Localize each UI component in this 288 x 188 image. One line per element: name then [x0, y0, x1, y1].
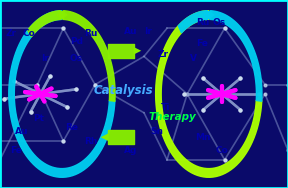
Text: Sn: Sn — [150, 127, 164, 136]
Polygon shape — [204, 11, 211, 19]
Polygon shape — [178, 11, 207, 33]
Text: Co: Co — [215, 146, 228, 155]
Text: Fe: Fe — [10, 146, 22, 155]
Text: Ir: Ir — [144, 27, 152, 36]
Polygon shape — [64, 11, 115, 101]
Polygon shape — [109, 96, 115, 101]
Text: Therapy: Therapy — [149, 111, 197, 122]
Polygon shape — [28, 11, 60, 37]
Text: Mn: Mn — [195, 133, 211, 142]
Text: Ti: Ti — [161, 103, 170, 112]
Text: Pt: Pt — [183, 114, 194, 123]
Text: Pd: Pd — [70, 37, 83, 46]
Text: Os: Os — [212, 18, 226, 27]
Text: Catalysis: Catalysis — [94, 84, 154, 97]
Text: Pt: Pt — [33, 114, 44, 123]
Polygon shape — [207, 11, 214, 19]
Text: Ru: Ru — [84, 29, 97, 38]
Text: Zr: Zr — [6, 29, 17, 38]
Polygon shape — [156, 11, 262, 177]
Text: Co: Co — [22, 29, 35, 38]
Text: Zr: Zr — [157, 50, 168, 59]
Polygon shape — [256, 96, 262, 101]
Text: Rh: Rh — [84, 136, 97, 146]
Text: Ru: Ru — [196, 18, 210, 27]
Text: Re: Re — [65, 123, 79, 132]
Text: Au: Au — [124, 27, 138, 36]
Text: Fe: Fe — [196, 39, 208, 48]
Text: Au: Au — [15, 127, 28, 136]
Polygon shape — [60, 11, 67, 19]
Polygon shape — [9, 11, 115, 177]
Text: V: V — [190, 54, 196, 63]
Polygon shape — [57, 11, 64, 19]
Text: Ag: Ag — [124, 146, 138, 155]
Polygon shape — [211, 11, 262, 101]
Text: Os: Os — [70, 54, 83, 63]
Text: Ir: Ir — [41, 54, 49, 63]
